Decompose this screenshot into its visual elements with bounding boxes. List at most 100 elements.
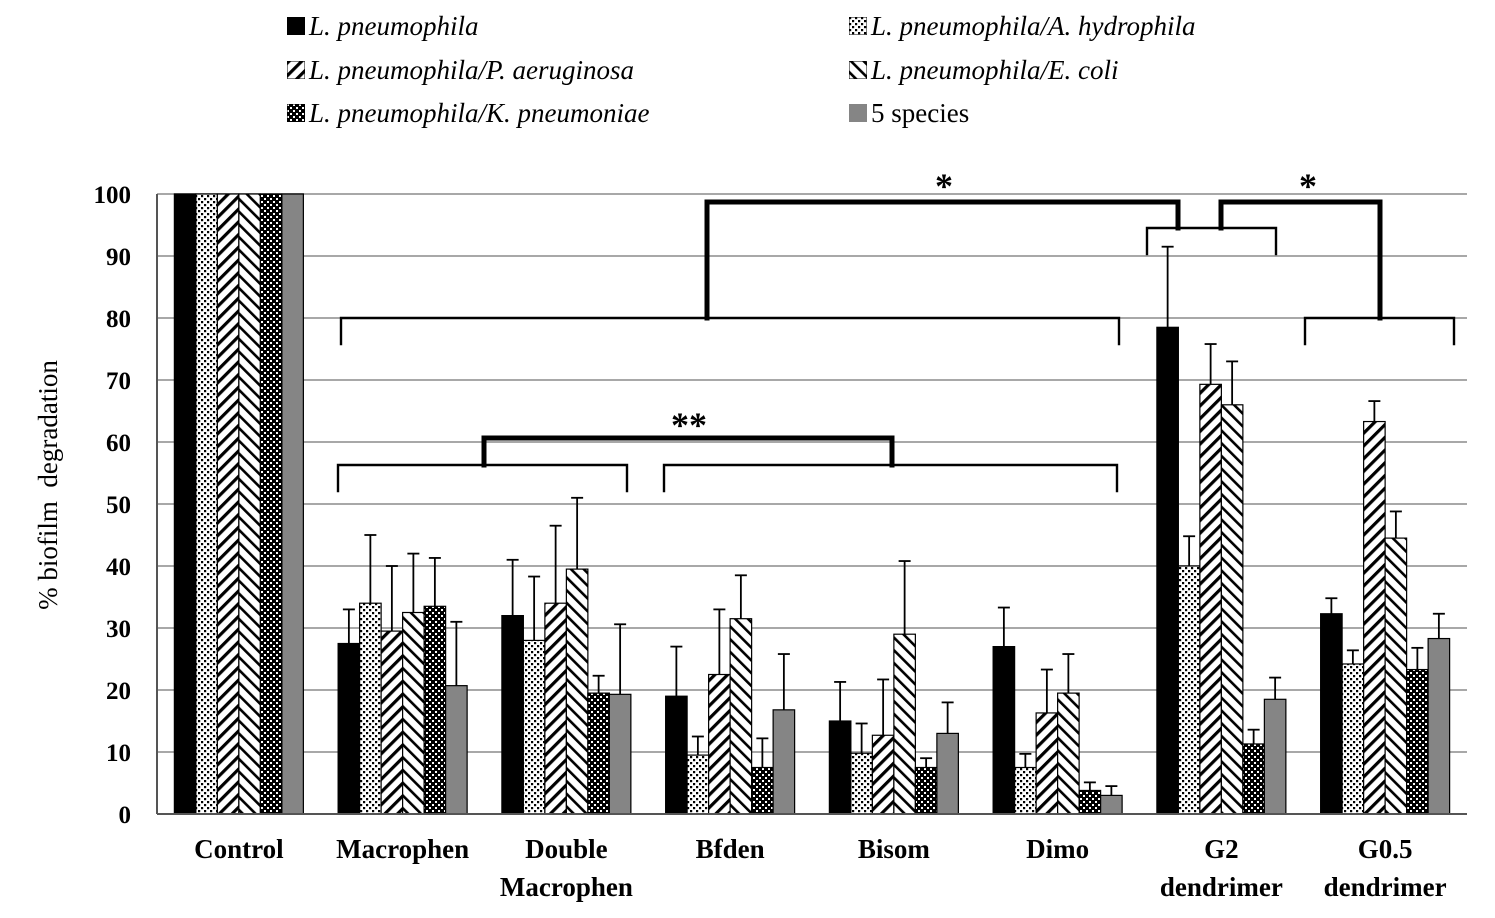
error-bar-bisom-series-5 (941, 701, 954, 734)
bar-control-series-4 (259, 193, 283, 815)
legend-swatch-checker (287, 104, 305, 122)
bracket-group-macrophen-double (336, 463, 629, 493)
error-bar-dimo-series-4 (1083, 781, 1096, 791)
legend-item-5-species: 5 species (849, 98, 969, 128)
x-tick-labels: Control Macrophen Double Macrophen Bfden Biso… (194, 834, 1447, 902)
bar-double-macrophen-series-0 (501, 614, 524, 815)
bracket-double-star (481, 435, 895, 468)
error-bar-g2-dendrimer-series-4 (1247, 728, 1260, 744)
error-bar-g0-5-dendrimer-series-5 (1432, 612, 1445, 639)
legend-item-k-pneumoniae: L. pneumophila/K. pneumoniae (287, 98, 649, 128)
bar-bfden-series-3 (729, 618, 753, 815)
x-tick-label-macrophen-line-0: Macrophen (336, 834, 469, 864)
y-tick-label-70: 70 (106, 368, 131, 395)
bar-bfden-series-2 (708, 673, 731, 815)
error-bar-double-macrophen-series-1 (528, 575, 541, 641)
error-bar-bfden-series-4 (756, 737, 769, 768)
error-bar-bfden-series-3 (734, 574, 747, 619)
error-bar-bisom-series-0 (834, 681, 847, 721)
error-bar-bfden-series-1 (691, 735, 704, 756)
error-bar-dimo-series-3 (1062, 653, 1075, 694)
y-tick-label-40: 40 (106, 554, 131, 581)
significance-star-2: * (1299, 166, 1317, 206)
bar-dimo-series-5 (1100, 794, 1123, 815)
error-bar-macrophen-series-0 (342, 608, 355, 644)
error-bar-g0-5-dendrimer-series-0 (1325, 597, 1338, 614)
legend-swatch-dots (849, 17, 867, 35)
bar-macrophen-series-1 (359, 602, 382, 815)
bar-g2-dendrimer-series-4 (1242, 743, 1265, 815)
bar-g2-dendrimer-series-0 (1156, 326, 1179, 815)
legend-swatch-diag-left (849, 61, 867, 79)
bar-bfden-series-5 (772, 709, 796, 815)
error-bar-dimo-series-5 (1105, 785, 1118, 796)
bar-bisom-series-2 (871, 734, 895, 815)
legend-label: L. pneumophila/P. aeruginosa (309, 54, 635, 85)
error-bar-g0-5-dendrimer-series-1 (1346, 649, 1359, 664)
error-bar-dimo-series-1 (1019, 752, 1032, 768)
bar-double-macrophen-series-4 (587, 692, 610, 815)
error-bar-double-macrophen-series-3 (571, 496, 584, 570)
error-bar-g0-5-dendrimer-series-4 (1411, 646, 1424, 670)
bar-g0-5-dendrimer-series-1 (1341, 663, 1365, 815)
bar-dimo-series-4 (1078, 789, 1102, 815)
bar-bisom-series-1 (850, 752, 873, 815)
error-bar-g0-5-dendrimer-series-2 (1368, 400, 1381, 422)
x-tick-label-g2-dendrimer-line-1: dendrimer (1160, 872, 1283, 902)
error-bar-g2-dendrimer-series-1 (1183, 535, 1196, 566)
y-axis-label: % biofilm degradation (33, 360, 63, 610)
legend-label: L. pneumophila/K. pneumoniae (309, 97, 650, 128)
y-tick-label-100: 100 (94, 182, 132, 209)
bar-bisom-series-0 (828, 720, 852, 815)
bracket-group-macrophen-to-dimo (339, 316, 1121, 346)
error-bar-bfden-series-5 (777, 653, 790, 710)
x-tick-label-g0-5-dendrimer-line-1: dendrimer (1324, 872, 1447, 902)
bar-double-macrophen-series-1 (522, 639, 546, 815)
bar-bisom-series-5 (936, 732, 959, 815)
legend-swatch-diag-right (287, 61, 305, 79)
bar-control-series-5 (281, 193, 304, 815)
error-bars (342, 245, 1445, 796)
bar-macrophen-series-3 (402, 611, 425, 815)
x-tick-label-g0-5-dendrimer-line-0: G0.5 (1358, 834, 1413, 864)
bar-g0-5-dendrimer-series-4 (1406, 668, 1429, 815)
significance-double-star: ** (671, 405, 707, 445)
significance-brackets (336, 199, 1456, 493)
error-bar-bfden-series-0 (670, 645, 683, 697)
significance-star-1: * (935, 166, 953, 206)
error-bar-double-macrophen-series-0 (506, 558, 519, 616)
bar-g0-5-dendrimer-series-3 (1384, 537, 1408, 815)
legend-item-p-aeruginosa: L. pneumophila/P. aeruginosa (287, 55, 634, 85)
error-bar-g2-dendrimer-series-5 (1269, 676, 1282, 700)
y-tick-label-10: 10 (106, 740, 131, 767)
y-tick-label-0: 0 (119, 802, 132, 829)
error-bar-g0-5-dendrimer-series-3 (1389, 510, 1402, 539)
x-tick-label-control-line-0: Control (194, 834, 284, 864)
bar-bfden-series-4 (751, 766, 774, 815)
error-bar-bfden-series-2 (713, 608, 726, 675)
error-bar-g2-dendrimer-series-0 (1161, 245, 1174, 328)
error-bar-bisom-series-4 (920, 757, 933, 768)
bar-control-series-2 (216, 193, 240, 815)
bar-control-series-3 (238, 193, 261, 815)
error-bar-bisom-series-2 (877, 678, 890, 736)
error-bar-g2-dendrimer-series-2 (1204, 343, 1217, 385)
bar-macrophen-series-2 (380, 630, 404, 815)
x-tick-label-dimo-line-0: Dimo (1026, 834, 1089, 864)
bar-double-macrophen-series-3 (565, 568, 589, 815)
y-tick-labels: 0 10 20 30 40 50 60 70 80 90 100 (94, 182, 132, 829)
bar-bfden-series-0 (665, 695, 688, 815)
bar-bisom-series-4 (914, 766, 938, 815)
bar-dimo-series-2 (1035, 712, 1059, 815)
bar-dimo-series-1 (1014, 766, 1037, 815)
legend-label: L. pneumophila/A. hydrophila (871, 10, 1196, 41)
legend-swatch-solid (287, 17, 305, 35)
significance-labels: * * ** (671, 166, 1317, 445)
legend-label: 5 species (871, 97, 970, 128)
bracket-star-right (1218, 199, 1383, 321)
bar-control-series-1 (195, 193, 218, 815)
bar-macrophen-series-4 (423, 605, 447, 815)
legend-label: L. pneumophila (309, 10, 479, 41)
bracket-star-left (704, 199, 1181, 321)
